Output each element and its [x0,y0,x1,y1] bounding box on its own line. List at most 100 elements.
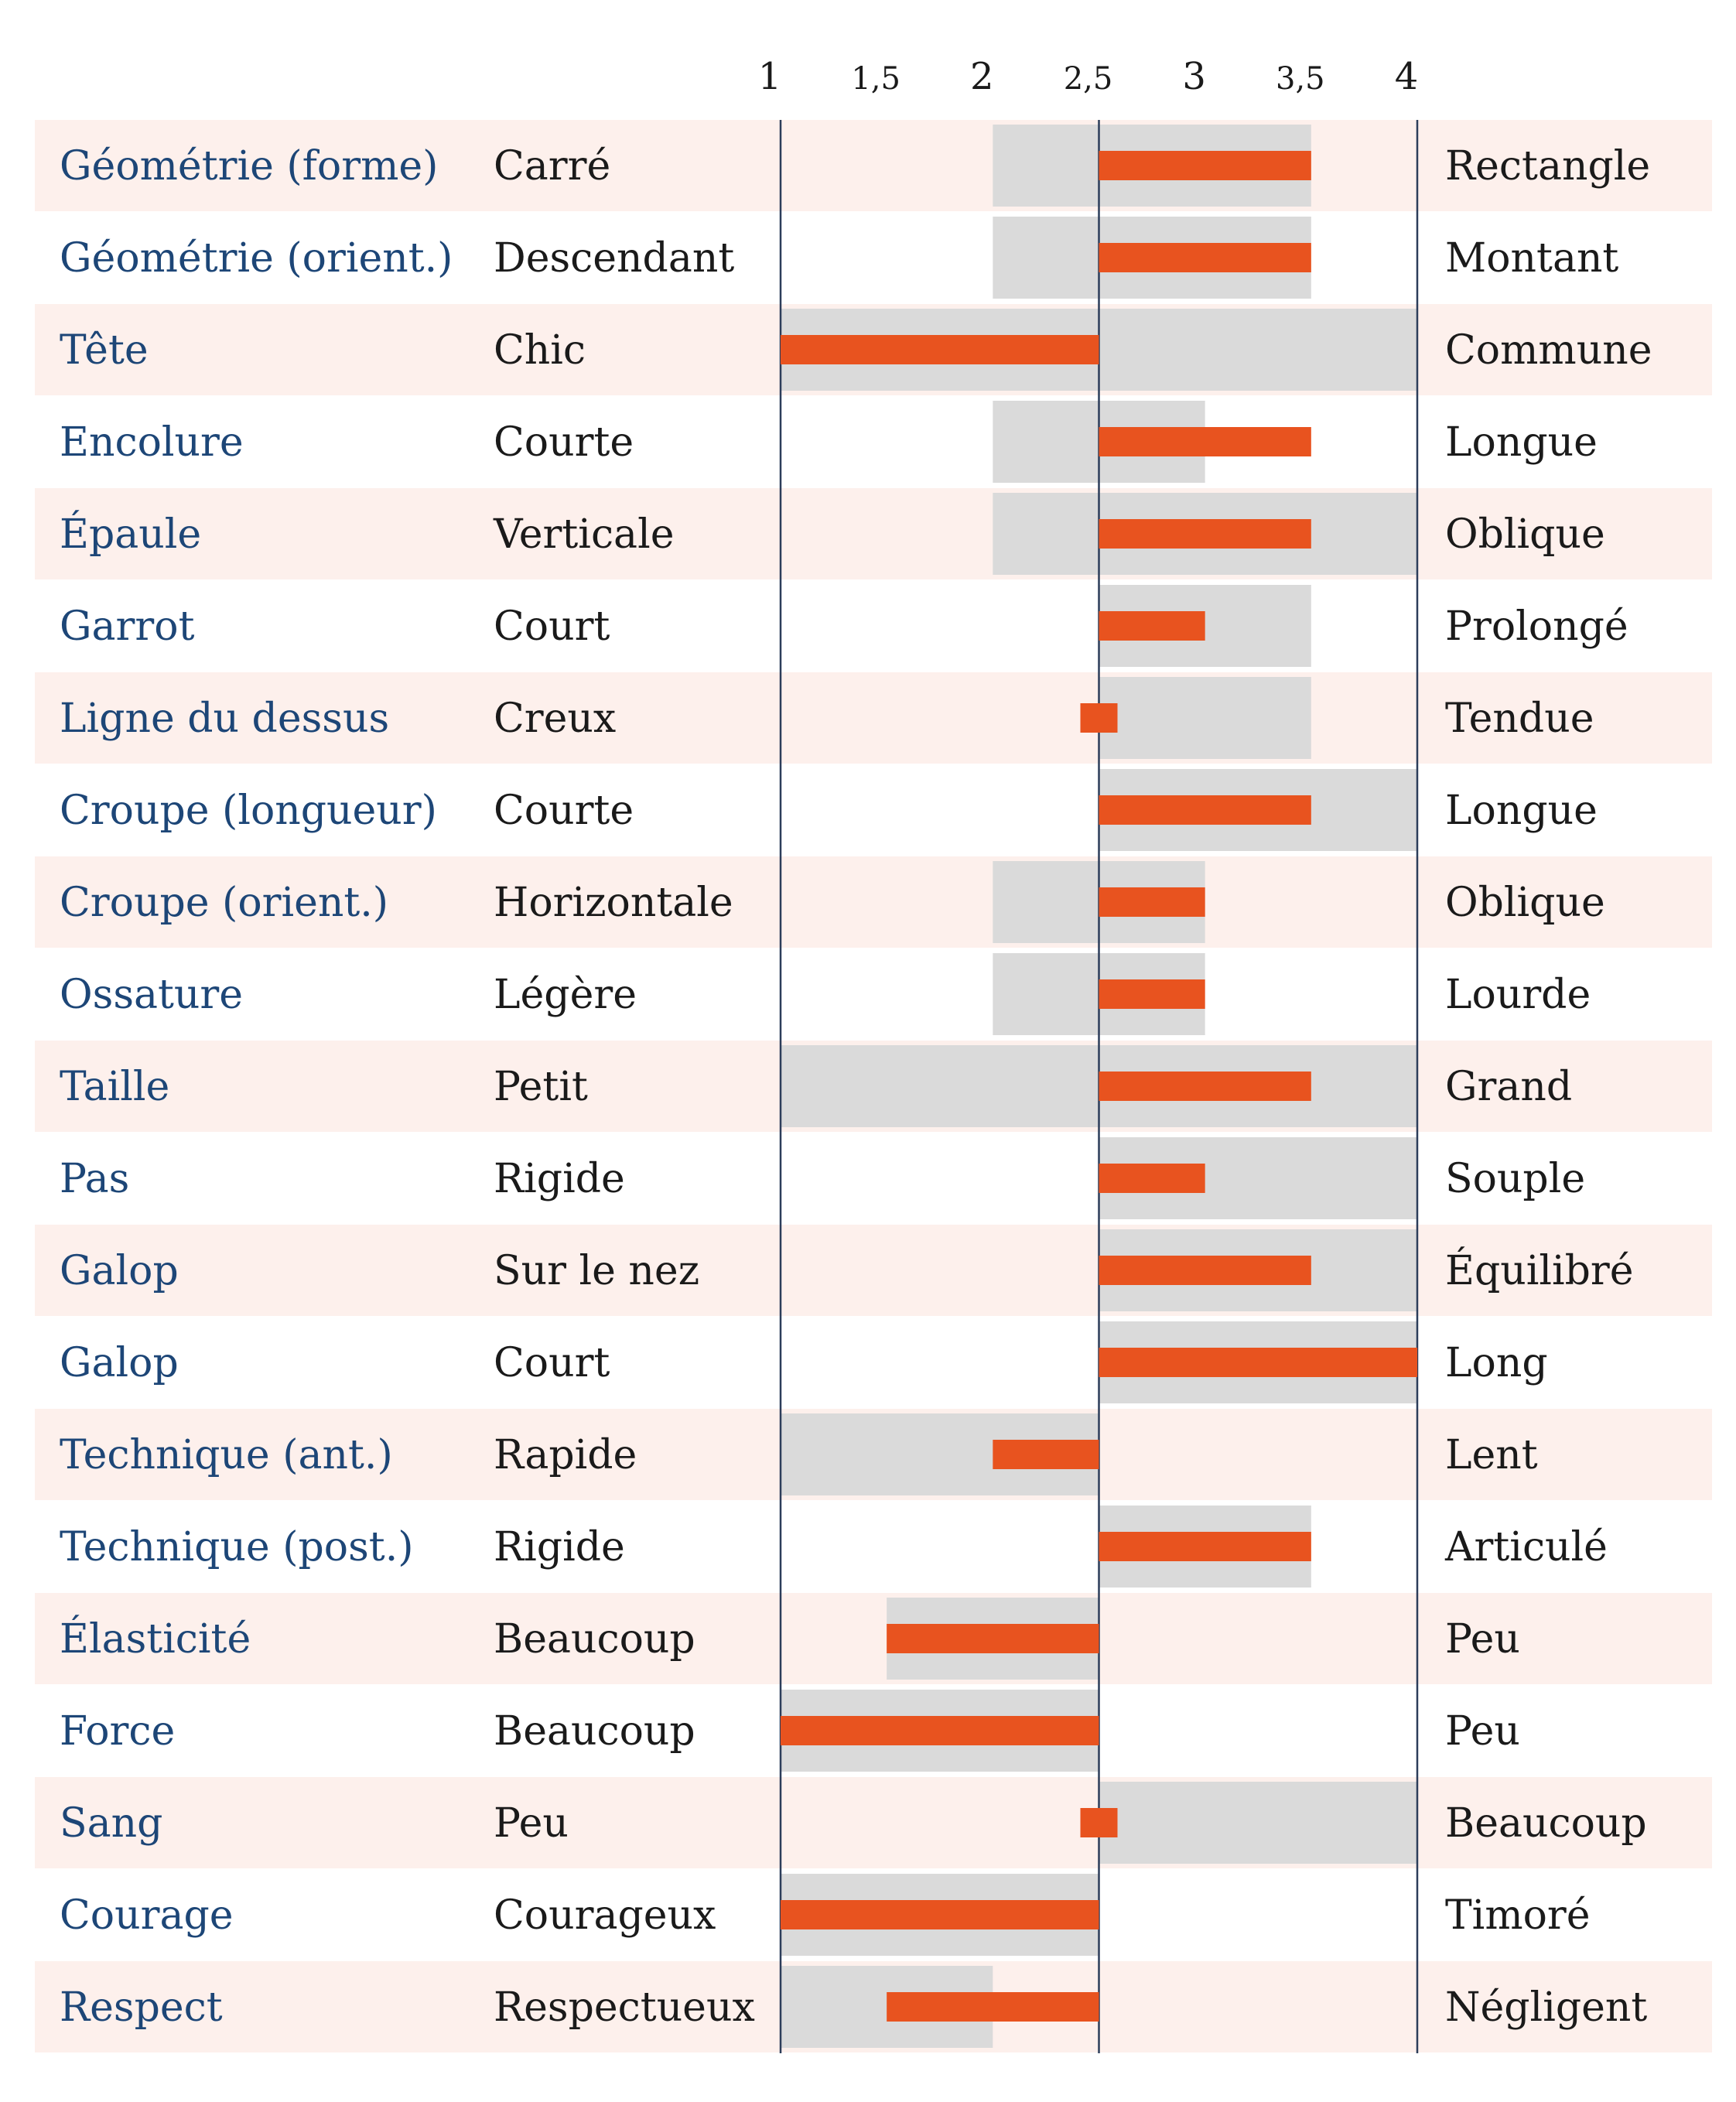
right-pole-label: Long [1445,1340,1548,1386]
criterion-label: Croupe (orient.) [60,880,388,926]
score-bar [1080,703,1118,733]
criterion-label: Encolure [60,419,244,466]
score-bar [887,1992,1099,2022]
left-pole-label: Creux [494,696,616,742]
criterion-label: Galop [60,1340,179,1386]
score-bar [1080,1808,1118,1837]
right-pole-label: Prolongé [1445,603,1628,650]
criterion-label: Élasticité [60,1615,251,1663]
range-bar [1099,677,1311,759]
right-pole-label: Souple [1445,1156,1585,1202]
right-pole-label: Peu [1445,1708,1520,1755]
row-band [35,856,1712,948]
score-bar [781,1900,1099,1929]
left-pole-label: Descendant [494,235,734,282]
x-tick-label: 2 [970,55,994,98]
left-pole-label: Légère [494,972,637,1018]
left-pole-label: Beaucoup [494,1616,695,1663]
score-bar [1099,1072,1311,1101]
left-pole-label: Sur le nez [494,1248,699,1294]
right-pole-label: Timoré [1445,1892,1591,1939]
right-pole-label: Oblique [1445,880,1605,926]
score-bar [1099,243,1311,272]
row-band [35,1593,1712,1684]
score-bar [887,1624,1099,1653]
right-pole-label: Lent [1445,1432,1538,1478]
row-band [35,120,1712,211]
x-tick-label: 3 [1182,55,1206,98]
x-tick-label: 4 [1395,55,1419,98]
criterion-label: Sang [60,1800,162,1847]
criterion-label: Géométrie (orient.) [60,235,453,282]
x-tick-label: 1,5 [851,61,900,97]
left-pole-label: Courte [494,788,634,834]
x-tick-label: 2,5 [1064,61,1113,97]
row-labels: Géométrie (forme) Carré Rectangle Géométrie… [60,143,1652,2031]
score-bar [1099,151,1311,180]
score-bars [781,151,1417,2022]
right-pole-label: Tendue [1445,696,1594,742]
left-pole-label: Chic [494,327,586,374]
left-pole-label: Beaucoup [494,1708,695,1755]
right-pole-label: Équilibré [1445,1246,1634,1294]
left-pole-label: Petit [494,1064,588,1110]
right-pole-label: Articulé [1444,1524,1608,1571]
left-pole-label: Peu [494,1800,569,1847]
left-pole-label: Verticale [493,511,674,558]
criterion-label: Croupe (longueur) [60,788,437,834]
left-pole-label: Court [494,603,610,650]
score-bar [1099,1164,1205,1193]
score-bar [1099,1348,1417,1377]
score-bar [1099,887,1205,917]
left-pole-label: Rigide [494,1524,625,1571]
right-pole-label: Grand [1445,1064,1572,1110]
criterion-label: Géométrie (forme) [60,143,438,190]
criterion-label: Ossature [60,972,243,1018]
score-bar [1099,979,1205,1009]
right-pole-label: Beaucoup [1445,1800,1647,1847]
range-bar [1099,1782,1417,1864]
right-pole-label: Montant [1445,235,1618,282]
left-pole-label: Courageux [494,1892,716,1939]
row-band [35,672,1712,764]
right-pole-label: Rectangle [1445,143,1650,190]
criterion-label: Courage [60,1892,234,1939]
left-pole-label: Horizontale [494,880,733,926]
left-pole-label: Rigide [494,1156,625,1202]
criterion-label: Technique (post.) [60,1524,414,1571]
right-pole-label: Lourde [1445,972,1591,1018]
right-pole-label: Oblique [1445,511,1605,558]
score-bar [1099,795,1311,825]
x-tick-label: 1 [758,55,782,98]
score-bar [1099,1532,1311,1561]
right-pole-label: Commune [1445,327,1652,374]
right-pole-label: Longue [1445,419,1598,466]
score-bar [993,1440,1099,1469]
score-bar [781,1716,1099,1745]
left-pole-label: Rapide [494,1432,637,1478]
row-band [35,488,1712,579]
score-bar [1099,427,1311,456]
right-pole-label: Longue [1445,788,1598,834]
score-bar [1099,519,1311,549]
criterion-label: Garrot [60,603,195,650]
criterion-label: Pas [60,1156,129,1202]
criterion-label: Technique (ant.) [60,1432,393,1478]
row-band [35,1777,1712,1868]
right-pole-label: Négligent [1445,1984,1647,2031]
left-pole-label: Courte [494,419,634,466]
criterion-label: Épaule [60,510,201,558]
criterion-label: Force [60,1708,175,1755]
criterion-label: Respect [60,1984,223,2031]
row-band [35,1225,1712,1316]
criterion-label: Taille [60,1064,169,1110]
left-pole-label: Carré [494,143,610,190]
x-tick-labels: 1 1,5 2 2,5 3 3,5 4 [758,55,1419,98]
right-pole-label: Peu [1445,1616,1520,1663]
criterion-label: Tête [60,327,149,374]
left-pole-label: Respectueux [494,1984,755,2031]
score-bar [1099,1256,1311,1285]
score-bar [1099,611,1205,641]
score-bar [781,335,1099,364]
